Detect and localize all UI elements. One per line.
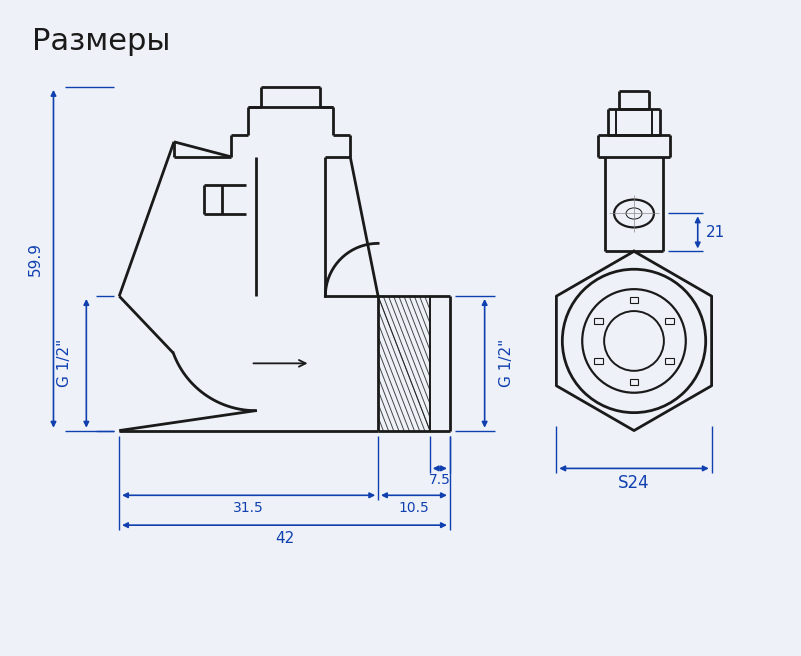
Text: 42: 42 bbox=[275, 531, 294, 546]
Bar bbox=[594, 318, 603, 323]
Bar bbox=[594, 358, 603, 364]
Text: 21: 21 bbox=[706, 225, 725, 240]
Text: Размеры: Размеры bbox=[31, 28, 170, 56]
Bar bbox=[630, 297, 638, 303]
Text: G 1/2": G 1/2" bbox=[57, 339, 72, 388]
Text: 10.5: 10.5 bbox=[399, 501, 429, 515]
Text: S24: S24 bbox=[618, 474, 650, 493]
Text: 59.9: 59.9 bbox=[28, 242, 43, 276]
Bar bbox=[665, 358, 674, 364]
Bar bbox=[630, 379, 638, 385]
Text: 31.5: 31.5 bbox=[233, 501, 264, 515]
Text: 7.5: 7.5 bbox=[429, 474, 451, 487]
Text: G 1/2": G 1/2" bbox=[499, 339, 514, 388]
Bar bbox=[665, 318, 674, 323]
